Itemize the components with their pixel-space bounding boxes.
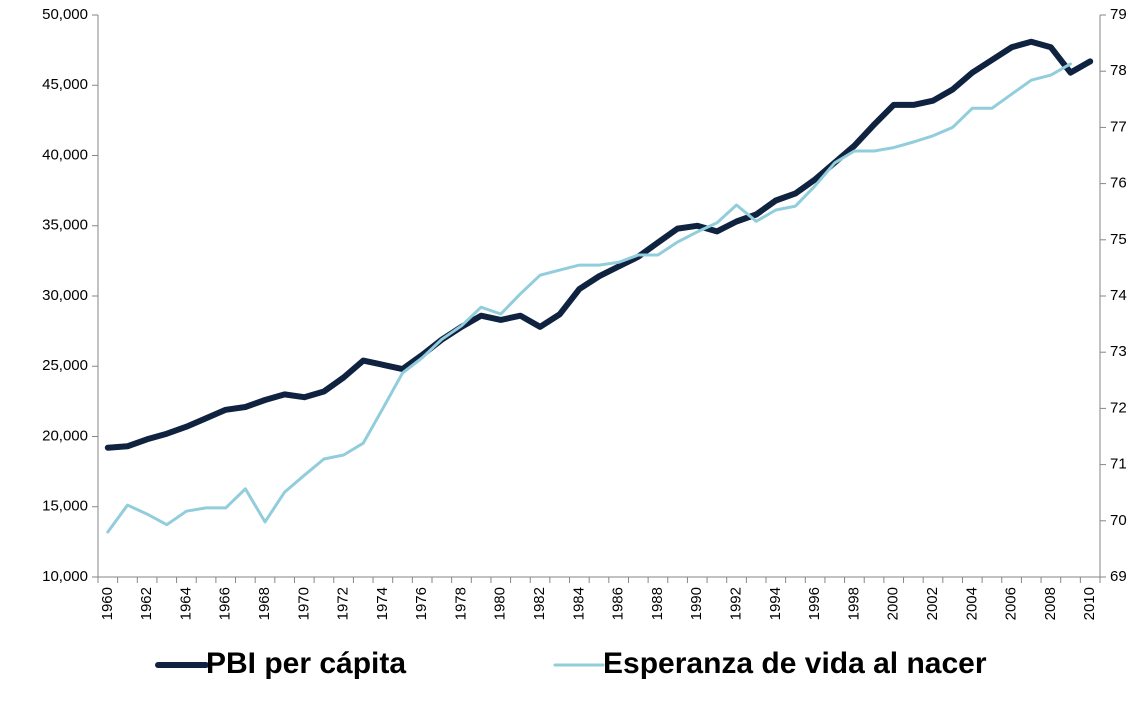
y2-tick-label: 77	[1110, 118, 1127, 135]
x-tick-label: 2002	[924, 587, 941, 620]
x-tick-label: 1978	[452, 587, 469, 620]
y2-tick-label: 79	[1110, 6, 1127, 23]
x-tick-label: 1964	[177, 587, 194, 620]
y2-tick-label: 71	[1110, 456, 1127, 473]
x-tick-label: 1998	[845, 587, 862, 620]
x-tick-label: 2000	[885, 587, 902, 620]
x-tick-label: 1980	[492, 587, 509, 620]
x-tick-label: 1996	[806, 587, 823, 620]
x-tick-label: 1994	[767, 587, 784, 620]
x-tick-label: 2008	[1042, 587, 1059, 620]
y-tick-label: 50,000	[42, 6, 88, 23]
x-tick-label: 1990	[688, 587, 705, 620]
x-tick-label: 2004	[963, 587, 980, 620]
y-tick-label: 15,000	[42, 498, 88, 515]
x-tick-label: 1986	[610, 587, 627, 620]
y-tick-label: 40,000	[42, 146, 88, 163]
y-tick-label: 10,000	[42, 568, 88, 585]
y-tick-label: 30,000	[42, 287, 88, 304]
x-tick-label: 1982	[531, 587, 548, 620]
legend-label: Esperanza de vida al nacer	[603, 647, 987, 680]
x-tick-label: 1960	[99, 587, 116, 620]
y2-tick-label: 78	[1110, 62, 1127, 79]
x-tick-label: 1972	[335, 587, 352, 620]
legend-label: PBI per cápita	[206, 647, 406, 680]
y2-tick-label: 70	[1110, 512, 1127, 529]
y-tick-label: 20,000	[42, 427, 88, 444]
x-tick-label: 1976	[413, 587, 430, 620]
x-tick-label: 2006	[1003, 587, 1020, 620]
y2-tick-label: 74	[1110, 287, 1127, 304]
y2-tick-label: 73	[1110, 343, 1127, 360]
series-line	[106, 62, 1072, 534]
x-tick-label: 1988	[649, 587, 666, 620]
x-tick-label: 1974	[374, 587, 391, 620]
y2-tick-label: 69	[1110, 568, 1127, 585]
y-tick-label: 25,000	[42, 357, 88, 374]
x-tick-label: 1966	[217, 587, 234, 620]
y2-tick-label: 72	[1110, 399, 1127, 416]
x-tick-label: 1992	[727, 587, 744, 620]
y-tick-label: 45,000	[42, 76, 88, 93]
x-tick-label: 2010	[1081, 587, 1098, 620]
y2-tick-label: 76	[1110, 175, 1127, 192]
x-tick-label: 1970	[295, 587, 312, 620]
x-tick-label: 1984	[570, 587, 587, 620]
x-tick-label: 1962	[138, 587, 155, 620]
y2-tick-label: 75	[1110, 231, 1127, 248]
x-tick-label: 1968	[256, 587, 273, 620]
y-tick-label: 35,000	[42, 217, 88, 234]
series-line	[104, 38, 1094, 451]
